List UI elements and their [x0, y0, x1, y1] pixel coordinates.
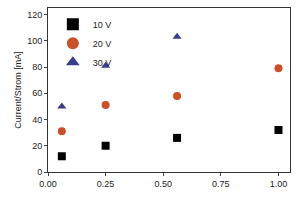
svg-text:0: 0 — [37, 167, 42, 177]
svg-text:Current/Strom [mA]: Current/Strom [mA] — [13, 51, 23, 129]
svg-text:120: 120 — [27, 10, 42, 20]
svg-text:0.50: 0.50 — [154, 179, 172, 189]
svg-text:60: 60 — [32, 88, 42, 98]
svg-text:20: 20 — [32, 141, 42, 151]
svg-text:0.00: 0.00 — [39, 179, 57, 189]
svg-text:30 V: 30 V — [93, 58, 112, 68]
svg-text:1.00: 1.00 — [270, 179, 288, 189]
svg-text:10 V: 10 V — [93, 20, 112, 30]
svg-text:0.25: 0.25 — [97, 179, 115, 189]
svg-text:0.75: 0.75 — [212, 179, 230, 189]
svg-text:20 V: 20 V — [93, 39, 112, 49]
svg-text:100: 100 — [27, 36, 42, 46]
svg-text:80: 80 — [32, 62, 42, 72]
svg-text:40: 40 — [32, 115, 42, 125]
